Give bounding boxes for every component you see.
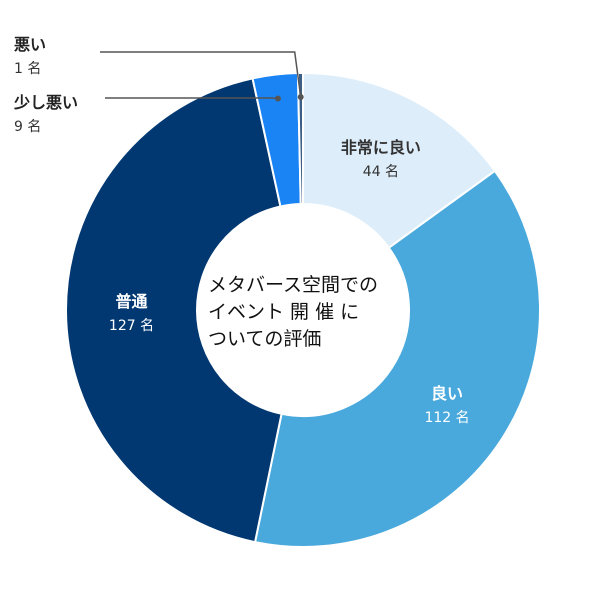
leader-line-4: [100, 51, 302, 98]
leader-dot-3: [274, 95, 281, 102]
center-title-line-3: ついての評価: [208, 328, 322, 350]
center-title-line-1: メタバース空間での: [208, 274, 379, 296]
chart-center-title: メタバース空間での イベント 開 催 に ついての評価: [208, 272, 398, 353]
slice-2: [65, 77, 283, 544]
slice-value-0: 44 名: [363, 164, 399, 180]
slice-value-3: 9 名: [14, 119, 41, 135]
slice-label-0: 非常に良い: [341, 138, 421, 157]
slice-label-3: 少し悪い: [13, 93, 78, 112]
slice-value-2: 127 名: [109, 318, 154, 334]
slice-1: [253, 169, 541, 548]
slice-0: [302, 71, 497, 250]
slice-value-4: 1 名: [14, 61, 41, 77]
slice-4: [296, 71, 304, 206]
slice-label-2: 普通: [115, 292, 147, 311]
slice-value-1: 112 名: [424, 410, 469, 426]
center-title-line-2: イベント 開 催 に: [208, 301, 360, 323]
leader-dot-4: [297, 94, 304, 101]
slice-label-4: 悪い: [14, 35, 46, 54]
slice-label-1: 良い: [431, 384, 463, 403]
